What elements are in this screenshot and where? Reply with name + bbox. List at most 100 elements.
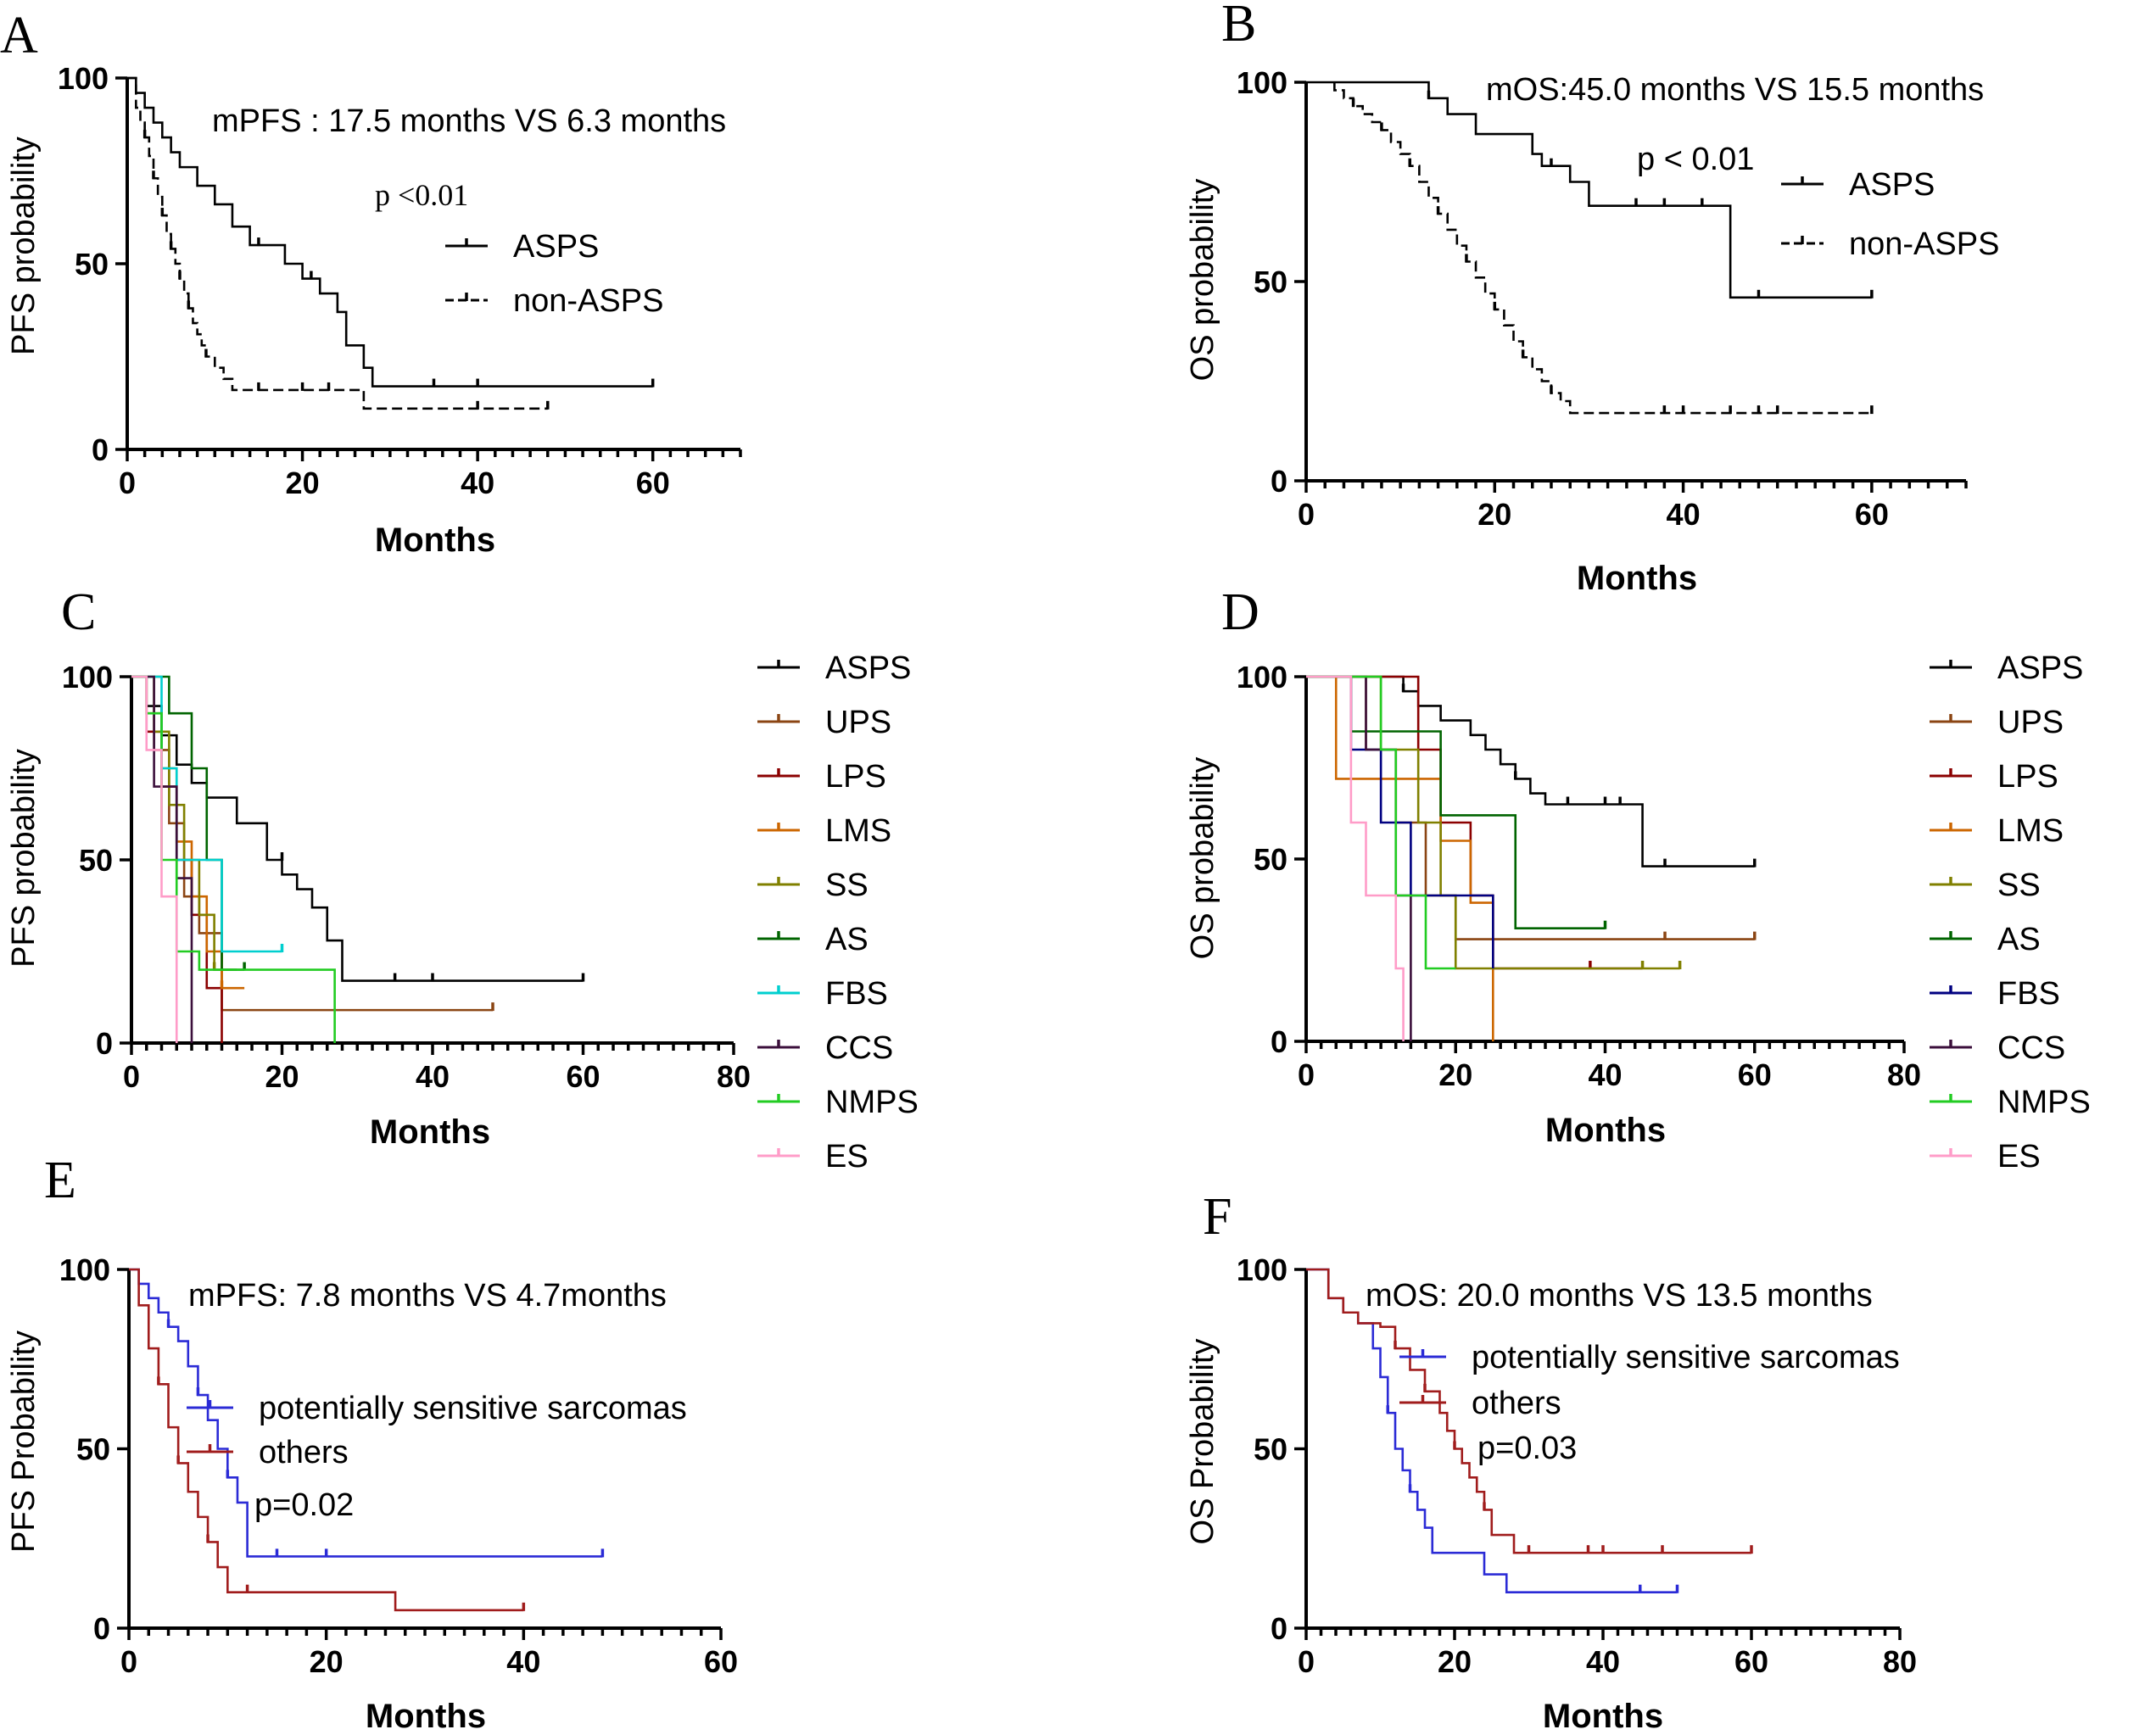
panel-a: A PFS probability Months mPFS : 17.5 mon…: [0, 7, 742, 559]
panel-c-x-tick-label: 80: [717, 1059, 751, 1094]
panel-c-x-tick-label: 60: [566, 1059, 600, 1094]
panel-d-legend-label-as: AS: [1997, 922, 2041, 957]
panel-e-y-tick-label: 100: [59, 1252, 110, 1287]
panel-b-legend-label-asps: ASPS: [1849, 167, 1935, 203]
panel-f-x-tick-label: 0: [1298, 1644, 1315, 1679]
panel-c-legend-label-ss: SS: [825, 868, 869, 903]
panel-c-curve-es: [131, 675, 178, 1043]
panel-e-curve-potentially-sensitive-sarcomas: [129, 1268, 603, 1558]
panel-letter-c: C: [61, 583, 96, 641]
panel-f-y-tick-label: 50: [1254, 1432, 1287, 1467]
panel-c-curve-lms: [131, 675, 245, 990]
panel-d-x-tick-label: 60: [1738, 1057, 1772, 1092]
panel-a-pvalue: p <0.01: [375, 178, 468, 212]
panel-d-legend-label-nmps: NMPS: [1997, 1085, 2091, 1120]
panel-d-plot: 0 20 40 60 80 0 50 100: [1237, 660, 1921, 1092]
panel-f-x-tick-label: 20: [1438, 1644, 1472, 1679]
panel-letter-e: E: [44, 1152, 76, 1209]
panel-d-y-tick-label: 100: [1237, 660, 1287, 695]
panel-d-legend-label-lps: LPS: [1997, 759, 2058, 795]
panel-b-curve-asps: [1306, 81, 1872, 299]
panel-d-xlabel: Months: [1545, 1112, 1666, 1149]
panel-d: D OS probability Months 0 20 40 60 80 0 50 100: [1185, 583, 1921, 1149]
panel-f-x-tick-label: 60: [1734, 1644, 1768, 1679]
panel-f-legend-label-potentially-sensitive-sarcomas: potentially sensitive sarcomas: [1472, 1340, 1900, 1375]
panel-e-legend: potentially sensitive sarcomas others: [187, 1391, 687, 1470]
panel-d-curve-es: [1306, 675, 1405, 1041]
panel-b-legend-label-non-asps: non-ASPS: [1849, 226, 1999, 262]
panel-b-curve-non-asps: [1333, 82, 1872, 415]
panel-c-curve-asps: [131, 675, 584, 982]
panel-a-x-tick-label: 60: [636, 466, 670, 500]
panel-c-ylabel: PFS probability: [6, 749, 42, 968]
panel-letter-b: B: [1221, 0, 1256, 53]
panel-d-legend-label-fbs: FBS: [1997, 976, 2060, 1012]
panel-c-legend-label-lms: LMS: [825, 813, 891, 849]
panel-d-y-tick-label: 0: [1271, 1024, 1287, 1059]
panel-b-x-tick-label: 20: [1477, 497, 1511, 532]
panel-f-median-annotation: mOS: 20.0 months VS 13.5 months: [1366, 1278, 1873, 1314]
panel-d-curve-ups: [1306, 675, 1755, 940]
panel-a-curve-asps: [127, 76, 653, 388]
panel-c-legend: ASPS UPS LPS LMS SS AS FBS CCS NMPS ES: [757, 650, 919, 1174]
panel-b-pvalue: p < 0.01: [1637, 142, 1754, 177]
panel-c-legend-label-ups: UPS: [825, 705, 891, 740]
panel-c-x-tick-label: 20: [265, 1059, 299, 1094]
panel-d-legend-label-ss: SS: [1997, 868, 2041, 903]
panel-e-pvalue: p=0.02: [254, 1487, 354, 1523]
panel-c-legend-label-asps: ASPS: [825, 650, 911, 686]
panel-c-legend-label-es: ES: [825, 1139, 869, 1174]
panel-e-legend-label-potentially-sensitive-sarcomas: potentially sensitive sarcomas: [259, 1391, 687, 1426]
panel-f-plot: 0 20 40 60 80 0 50 100: [1237, 1252, 1917, 1679]
panel-d-legend-label-ccs: CCS: [1997, 1030, 2065, 1066]
panel-d-y-tick-label: 50: [1254, 842, 1287, 877]
panel-a-median-annotation: mPFS : 17.5 months VS 6.3 months: [212, 103, 726, 139]
panel-d-x-tick-label: 20: [1438, 1057, 1472, 1092]
panel-e: E PFS Probability Months mPFS: 7.8 month…: [6, 1152, 738, 1735]
panel-a-xlabel: Months: [375, 522, 495, 559]
panel-f-x-tick-label: 80: [1883, 1644, 1917, 1679]
panel-b-x-tick-label: 0: [1298, 497, 1315, 532]
panel-d-curve-nmps: [1306, 675, 1456, 970]
panel-c-x-tick-label: 0: [123, 1059, 140, 1094]
panel-e-x-tick-label: 60: [704, 1644, 738, 1679]
panel-c-curve-as: [131, 675, 245, 971]
panel-c-y-tick-label: 50: [79, 843, 113, 878]
panel-f-xlabel: Months: [1543, 1698, 1663, 1735]
panel-c-legend-label-nmps: NMPS: [825, 1085, 919, 1120]
panel-b-plot: 0 20 40 60 0 50 100: [1237, 65, 1968, 532]
panel-d-legend-label-ups: UPS: [1997, 705, 2064, 740]
panel-e-ylabel: PFS Probability: [6, 1331, 42, 1553]
panel-d-legend: ASPS UPS LPS LMS SS AS FBS CCS NMPS ES: [1930, 650, 2091, 1174]
panel-c-xlabel: Months: [370, 1113, 490, 1151]
panel-d-x-tick-label: 0: [1298, 1057, 1315, 1092]
panel-a-x-tick-label: 0: [119, 466, 136, 500]
panel-e-legend-label-others: others: [259, 1435, 349, 1470]
panel-e-median-annotation: mPFS: 7.8 months VS 4.7months: [188, 1278, 667, 1314]
panel-c-curve-ups: [131, 675, 493, 1012]
panel-b-y-tick-label: 50: [1254, 265, 1287, 299]
panel-c-curve-ccs: [131, 675, 193, 1043]
panel-a-y-tick-label: 50: [75, 247, 109, 282]
panel-d-legend-label-lms: LMS: [1997, 813, 2064, 849]
panel-e-x-tick-label: 20: [310, 1644, 344, 1679]
panel-a-legend: ASPS non-ASPS: [445, 229, 663, 319]
panel-d-x-tick-label: 40: [1588, 1057, 1622, 1092]
panel-e-y-tick-label: 50: [76, 1432, 110, 1467]
panel-f-pvalue: p=0.03: [1477, 1431, 1577, 1466]
panel-a-x-tick-label: 40: [461, 466, 494, 500]
panel-c: C PFS probability Months 0 20 40 60 80 0 50 100: [6, 583, 751, 1151]
panel-letter-f: F: [1203, 1188, 1232, 1246]
panel-f-x-tick-label: 40: [1586, 1644, 1620, 1679]
panel-f: F OS Probability Months mOS: 20.0 months…: [1185, 1188, 1917, 1735]
panel-c-legend-label-fbs: FBS: [825, 976, 888, 1012]
panel-e-xlabel: Months: [366, 1698, 486, 1735]
panel-d-ylabel: OS probability: [1185, 757, 1220, 960]
panel-b-x-tick-label: 40: [1667, 497, 1701, 532]
panel-letter-a: A: [0, 7, 38, 64]
panel-f-curve-others: [1306, 1268, 1751, 1554]
panel-c-legend-label-ccs: CCS: [825, 1030, 893, 1066]
panel-c-legend-label-as: AS: [825, 922, 869, 957]
panel-c-y-tick-label: 0: [96, 1026, 113, 1061]
panel-a-x-tick-label: 20: [286, 466, 320, 500]
